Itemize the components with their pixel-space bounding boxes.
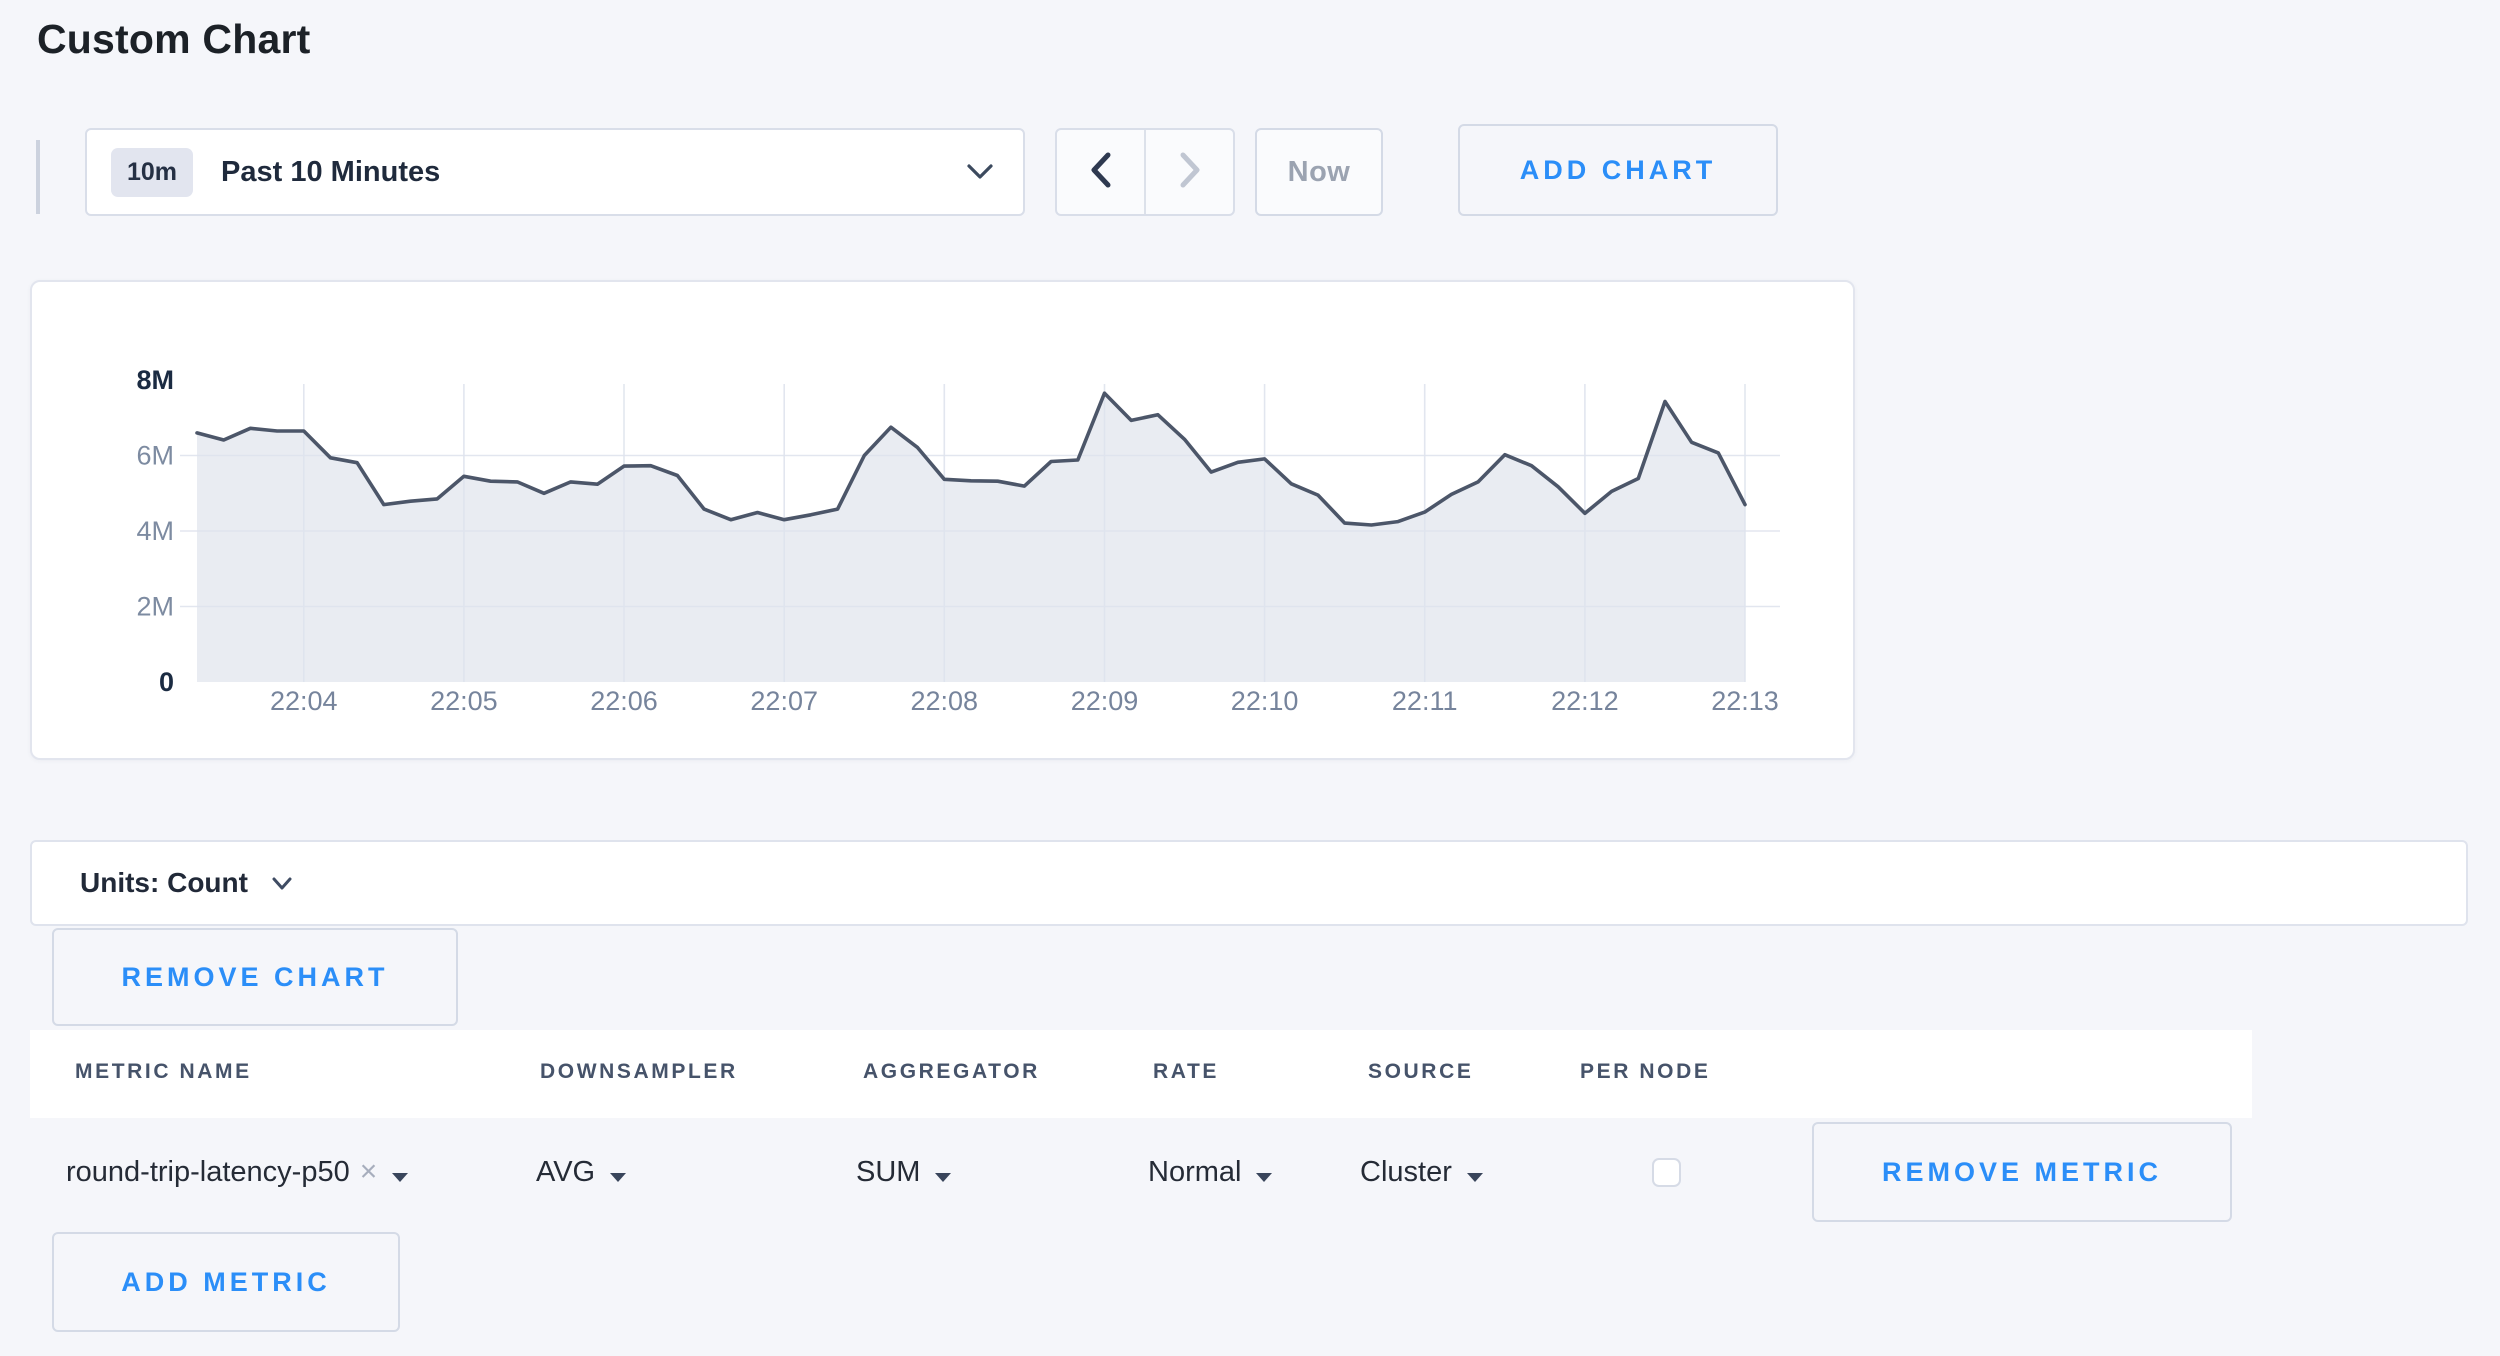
- x-axis-tick-label: 22:10: [1231, 686, 1299, 716]
- rate-dropdown[interactable]: Normal: [1148, 1118, 1273, 1226]
- col-header-metric-name: METRIC NAME: [75, 1060, 252, 1083]
- x-axis-tick-label: 22:13: [1711, 686, 1779, 716]
- y-axis-tick-label: 6M: [136, 441, 174, 471]
- per-node-checkbox[interactable]: [1652, 1158, 1681, 1187]
- add-chart-button[interactable]: ADD CHART: [1458, 124, 1778, 216]
- x-axis-tick-label: 22:07: [750, 686, 818, 716]
- units-label: Units: Count: [80, 867, 248, 898]
- x-axis-tick-label: 22:04: [270, 686, 338, 716]
- remove-chart-button[interactable]: REMOVE CHART: [52, 928, 458, 1026]
- x-axis-tick-label: 22:08: [911, 686, 979, 716]
- y-axis-tick-label: 8M: [136, 365, 174, 395]
- next-timespan-button[interactable]: [1144, 130, 1233, 214]
- col-header-rate: RATE: [1153, 1060, 1220, 1083]
- col-header-per-node: PER NODE: [1580, 1060, 1711, 1083]
- x-axis-tick-label: 22:11: [1392, 686, 1458, 716]
- y-axis-tick-label: 0: [159, 667, 174, 697]
- remove-metric-button[interactable]: REMOVE METRIC: [1812, 1122, 2232, 1222]
- x-axis-tick-label: 22:05: [430, 686, 498, 716]
- y-axis-tick-label: 4M: [136, 516, 174, 546]
- add-metric-button[interactable]: ADD METRIC: [52, 1232, 400, 1332]
- timeseries-chart[interactable]: 0 2M 4M 6M 8M 22:04 22:05 22:06 22:07 22:08 22:09 2…: [32, 282, 1853, 758]
- toolbar-accent-bar: [36, 140, 40, 214]
- aggregator-dropdown[interactable]: SUM: [856, 1118, 952, 1226]
- x-axis-tick-label: 22:12: [1551, 686, 1619, 716]
- downsampler-value: AVG: [536, 1155, 596, 1188]
- col-header-aggregator: AGGREGATOR: [863, 1060, 1040, 1083]
- col-header-downsampler: DOWNSAMPLER: [540, 1060, 738, 1083]
- clear-metric-icon[interactable]: ×: [359, 1155, 378, 1188]
- col-header-source: SOURCE: [1368, 1060, 1474, 1083]
- time-range-badge: 10m: [111, 147, 194, 197]
- metric-name-value: round-trip-latency-p50: [66, 1155, 350, 1188]
- chart-area-fill: [197, 393, 1745, 682]
- time-range-label: Past 10 Minutes: [221, 155, 441, 188]
- downsampler-dropdown[interactable]: AVG: [536, 1118, 627, 1226]
- rate-value: Normal: [1148, 1155, 1242, 1188]
- units-dropdown[interactable]: Units: Count: [30, 840, 2468, 926]
- y-axis-tick-label: 2M: [136, 592, 174, 622]
- chevron-down-icon: [965, 162, 995, 187]
- source-dropdown[interactable]: Cluster: [1360, 1118, 1484, 1226]
- metric-name-dropdown[interactable]: round-trip-latency-p50 ×: [66, 1118, 409, 1226]
- x-axis-tick-label: 22:09: [1071, 686, 1139, 716]
- x-axis-tick-label: 22:06: [590, 686, 658, 716]
- caret-down-icon: [1466, 1158, 1484, 1191]
- metrics-table-header: METRIC NAME DOWNSAMPLER AGGREGATOR RATE …: [30, 1030, 2252, 1118]
- chevron-left-icon: [1088, 150, 1114, 195]
- time-range-dropdown[interactable]: 10m Past 10 Minutes: [85, 128, 1025, 216]
- chevron-down-icon: [270, 876, 294, 897]
- chevron-right-icon: [1177, 150, 1203, 195]
- series-line-round-trip-latency-p50: [195, 391, 1747, 527]
- aggregator-value: SUM: [856, 1155, 921, 1188]
- timeseries-chart-card: 0 2M 4M 6M 8M 22:04 22:05 22:06 22:07 22:08 22:09 2…: [30, 280, 1855, 760]
- caret-down-icon: [609, 1158, 627, 1191]
- source-value: Cluster: [1360, 1155, 1452, 1188]
- now-button[interactable]: Now: [1255, 128, 1383, 216]
- caret-down-icon: [391, 1158, 409, 1191]
- prev-timespan-button[interactable]: [1057, 130, 1144, 214]
- caret-down-icon: [1255, 1158, 1273, 1191]
- page-title: Custom Chart: [37, 16, 311, 62]
- time-nav-group: [1055, 128, 1235, 216]
- caret-down-icon: [934, 1158, 952, 1191]
